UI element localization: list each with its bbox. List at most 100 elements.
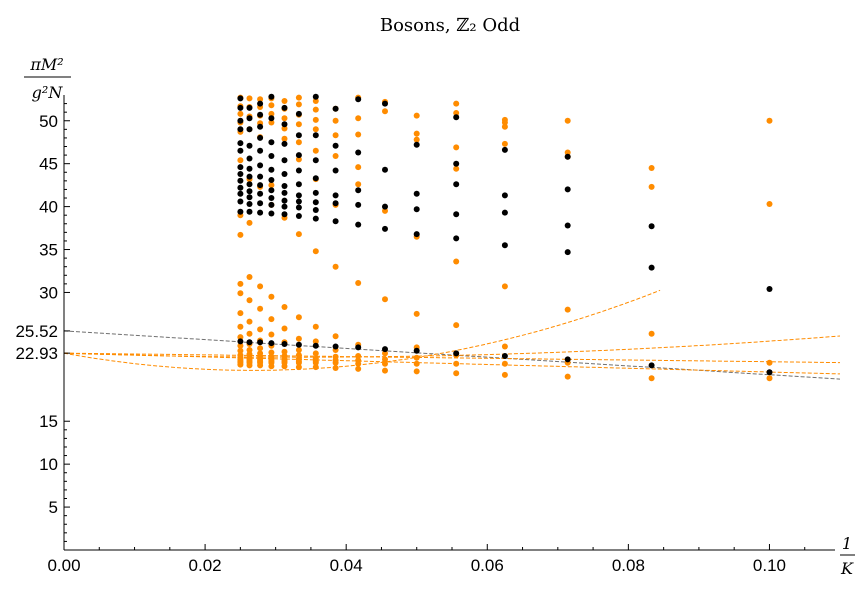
black-point [355,201,362,208]
orange-point [382,296,388,303]
black-point [295,213,302,219]
orange-point [413,310,420,317]
orange-point [268,349,275,356]
black-point [237,104,244,111]
black-point [257,209,264,216]
orange-point [501,283,508,290]
orange-point [312,147,319,154]
black-point [257,147,264,154]
orange-point [237,347,244,354]
black-point [312,157,319,164]
y-tick-label: 10 [39,455,58,474]
y-tick-label: 15 [39,412,58,431]
x-tick-label: 0.02 [189,556,222,575]
orange-point [766,375,773,382]
black-point [453,114,460,121]
black-point [648,362,655,369]
orange-point [648,330,655,337]
black-point [268,153,275,159]
orange-point [382,360,388,367]
orange-point [295,314,302,321]
black-point [281,203,288,210]
orange-point [268,331,275,338]
black-point [355,344,362,351]
y-tick-label: 30 [39,283,58,302]
y-tick-label: 22.93 [15,344,58,363]
orange-point [268,110,275,117]
black-point [246,155,253,162]
black-point [268,210,275,217]
black-point [268,177,275,183]
black-point [564,356,571,363]
orange-point [246,274,253,280]
black-point [332,105,339,112]
orange-point [355,365,362,372]
black-point [246,173,253,180]
black-point [257,190,264,197]
orange-point [501,360,508,367]
orange-point [295,347,302,353]
black-point [564,153,571,160]
orange-point [246,318,253,325]
orange-point [237,334,244,341]
x-tick-label: 0.06 [471,556,504,575]
ticks: 0.00 0.02 0.04 0.06 0.08 0.10 5 10 15 22.93 25.52 3… [15,103,806,575]
y-tick-label: 35 [39,241,58,260]
orange-point [237,280,244,287]
y-tick-label: 45 [39,155,58,174]
black-point [246,181,253,188]
black-point [295,204,302,211]
orange-point [257,345,264,352]
black-point [281,121,288,128]
orange-point [281,115,288,122]
black-point [257,100,264,107]
data-points [237,93,773,382]
black-point [312,207,319,213]
orange-point [268,119,275,126]
black-point [257,111,264,118]
orange-point [413,136,420,143]
black-point [281,183,288,189]
orange-point [564,306,571,313]
orange-point [413,354,420,361]
black-point [564,222,571,229]
black-point [332,218,339,225]
black-point [281,104,288,111]
orange-point [648,375,655,382]
x-axis-label-denominator: K [840,559,854,578]
orange-point [564,149,571,156]
orange-point [295,352,302,359]
orange-point [257,283,264,290]
black-point [312,93,319,100]
black-point [257,134,264,141]
black-point [382,225,388,232]
black-point [648,264,655,271]
orange-point [312,248,319,255]
fit-curve-3 [63,352,841,364]
black-point [501,209,508,216]
orange-point [332,263,339,270]
orange-point [355,181,362,188]
black-point [766,286,773,292]
black-point [382,166,388,173]
orange-point [332,333,339,340]
black-point [281,157,288,164]
orange-point [237,310,244,317]
black-point [312,175,319,182]
y-axis-label-numerator: πM² [29,55,63,74]
orange-point [312,364,319,371]
orange-point [237,110,244,117]
orange-point [257,305,264,312]
black-point [312,215,319,222]
black-point [257,173,264,180]
orange-point [453,110,460,116]
y-tick-label: 25.52 [15,322,58,341]
black-point [237,147,244,154]
fit-curve-5 [63,289,661,371]
orange-point [501,371,508,378]
orange-point [246,219,253,226]
black-point [382,203,388,210]
orange-point [237,157,244,164]
fit-curve-1 [63,330,841,380]
black-point [237,95,244,102]
